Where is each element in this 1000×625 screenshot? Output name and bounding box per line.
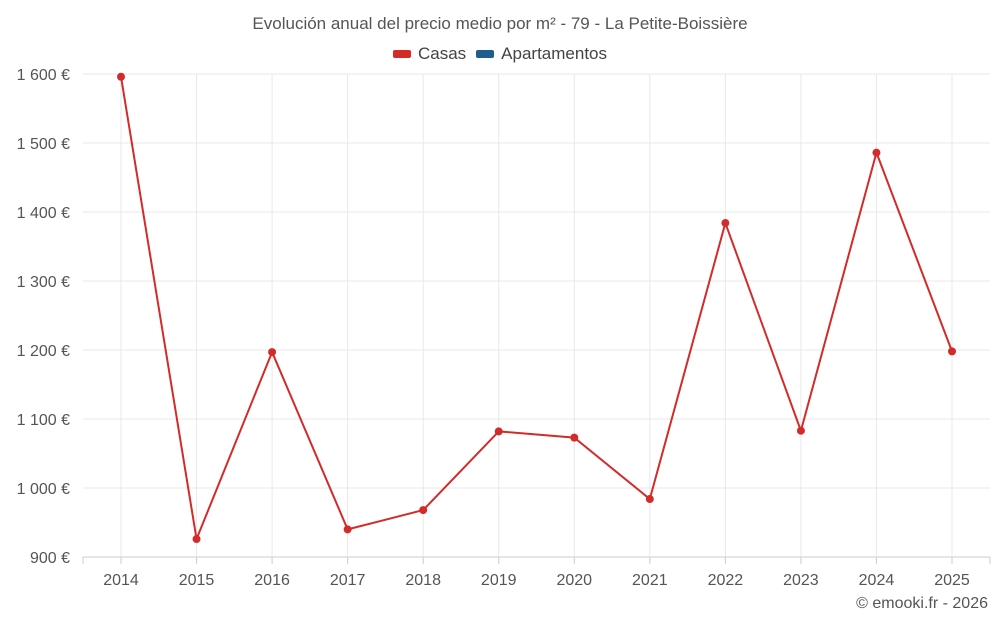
data-point-casas bbox=[192, 535, 201, 544]
data-point-casas bbox=[494, 427, 503, 436]
y-tick-label: 1 600 € bbox=[17, 67, 70, 84]
data-point-casas bbox=[645, 495, 654, 504]
legend-label-apartamentos: Apartamentos bbox=[501, 44, 608, 63]
series-line-casas bbox=[120, 76, 953, 541]
data-point-casas bbox=[796, 426, 805, 435]
legend-swatch-apartamentos bbox=[476, 50, 495, 58]
y-tick-label: 900 € bbox=[30, 550, 70, 567]
x-tick-label: 2023 bbox=[783, 572, 819, 589]
y-tick-label: 1 100 € bbox=[17, 412, 70, 429]
data-point-casas bbox=[570, 433, 579, 442]
data-point-casas bbox=[268, 348, 277, 357]
x-tick-label: 2017 bbox=[330, 572, 366, 589]
legend-item-apartamentos[interactable]: Apartamentos bbox=[476, 44, 607, 64]
data-point-casas bbox=[419, 506, 428, 515]
legend-label-casas: Casas bbox=[417, 44, 467, 63]
y-tick-label: 1 200 € bbox=[17, 343, 70, 360]
x-tick-label: 2018 bbox=[405, 572, 441, 589]
x-tick-label: 2015 bbox=[179, 572, 215, 589]
data-point-casas bbox=[343, 525, 352, 534]
data-point-casas bbox=[872, 148, 881, 157]
data-point-casas bbox=[948, 347, 956, 356]
data-point-casas bbox=[117, 72, 125, 81]
x-tick-label: 2014 bbox=[103, 572, 139, 589]
copyright-text: © emooki.fr - 2026 bbox=[856, 595, 988, 612]
x-tick-label: 2024 bbox=[859, 572, 895, 589]
y-tick-label: 1 000 € bbox=[17, 481, 70, 498]
legend-swatch-casas bbox=[392, 50, 411, 58]
legend-item-casas[interactable]: Casas bbox=[392, 44, 467, 64]
x-tick-label: 2022 bbox=[708, 572, 744, 589]
x-tick-label: 2019 bbox=[481, 572, 517, 589]
x-tick-label: 2020 bbox=[556, 572, 592, 589]
y-tick-label: 1 400 € bbox=[17, 205, 70, 222]
x-tick-label: 2016 bbox=[254, 572, 290, 589]
chart-title: Evolución anual del precio medio por m² … bbox=[252, 14, 748, 33]
y-tick-label: 1 500 € bbox=[17, 136, 70, 153]
x-tick-label: 2021 bbox=[632, 572, 668, 589]
legend: Casas Apartamentos bbox=[0, 44, 1000, 64]
data-point-casas bbox=[721, 219, 730, 228]
x-tick-label: 2025 bbox=[934, 572, 970, 589]
y-tick-label: 1 300 € bbox=[17, 274, 70, 291]
